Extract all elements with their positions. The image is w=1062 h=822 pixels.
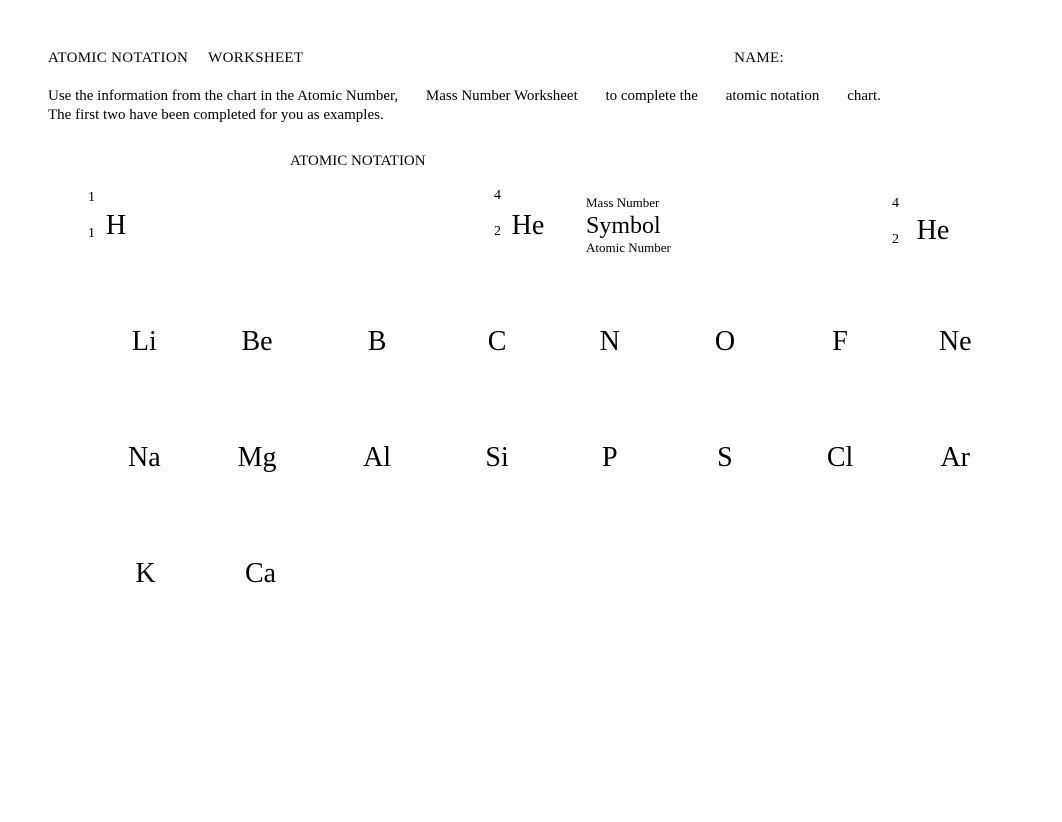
element-symbol: He (512, 210, 545, 242)
example-he: 4 2 He (488, 180, 578, 272)
instr-p4: atomic notation (726, 88, 820, 104)
element-f: F (784, 296, 897, 388)
legend-atomic: Atomic Number (586, 240, 671, 256)
atomic-number: 2 (494, 224, 501, 240)
title-part2: WORKSHEET (208, 50, 303, 66)
example-he-2: 4 2 He (888, 180, 978, 272)
element-symbol: Ne (939, 326, 972, 358)
instructions: Use the information from the chart in th… (48, 87, 1014, 125)
element-be: Be (201, 296, 314, 388)
element-cl: Cl (784, 412, 897, 504)
atomic-number: 1 (88, 226, 95, 242)
element-symbol: F (832, 326, 848, 358)
element-symbol: Na (128, 442, 161, 474)
mass-number: 4 (494, 188, 501, 204)
element-o: O (666, 296, 784, 388)
element-mg: Mg (201, 412, 314, 504)
element-row-2: Li Be B C N O F Ne (88, 296, 1014, 388)
element-c: C (441, 296, 554, 388)
element-k: K (88, 528, 203, 620)
element-symbol: Ca (245, 558, 276, 590)
element-symbol: Al (363, 442, 391, 474)
mass-number: 4 (892, 196, 899, 212)
element-p: P (553, 412, 666, 504)
element-symbol: Si (485, 442, 508, 474)
element-symbol: S (717, 442, 733, 474)
element-li: Li (88, 296, 201, 388)
mass-number: 1 (88, 190, 95, 206)
element-symbol: Li (132, 326, 157, 358)
element-row-3: Na Mg Al Si P S Cl Ar (88, 412, 1014, 504)
element-al: Al (313, 412, 440, 504)
element-symbol: P (602, 442, 618, 474)
element-ar: Ar (896, 412, 1014, 504)
section-title: ATOMIC NOTATION (290, 153, 1014, 170)
element-row-4: K Ca (88, 528, 1014, 620)
element-symbol: Be (241, 326, 272, 358)
element-symbol: C (488, 326, 507, 358)
notation-legend: Mass Number Symbol Atomic Number (578, 180, 738, 272)
element-si: Si (441, 412, 554, 504)
atomic-number: 2 (892, 232, 899, 248)
element-ca: Ca (203, 528, 318, 620)
instr-p3: to complete the (605, 88, 697, 104)
element-symbol: H (106, 210, 126, 242)
element-symbol: Mg (238, 442, 277, 474)
worksheet-header: ATOMIC NOTATION WORKSHEET NAME: (48, 50, 1014, 67)
name-label: NAME: (734, 50, 784, 67)
instr-p2: Mass Number Worksheet (426, 88, 578, 104)
element-na: Na (88, 412, 201, 504)
element-symbol: N (600, 326, 620, 358)
element-b: B (313, 296, 440, 388)
element-n: N (553, 296, 666, 388)
instr-p1: Use the information from the chart in th… (48, 88, 398, 104)
element-symbol: B (368, 326, 387, 358)
legend-symbol: Symbol (586, 213, 661, 240)
example-row: 1 1 H 4 2 He Mass Number Symbol Atomic N… (78, 180, 1014, 272)
title-part1: ATOMIC NOTATION (48, 50, 188, 66)
example-h: 1 1 H (78, 180, 178, 272)
element-symbol: Cl (827, 442, 853, 474)
worksheet-title: ATOMIC NOTATION WORKSHEET (48, 50, 303, 67)
element-symbol: Ar (940, 442, 970, 474)
legend-mass: Mass Number (586, 195, 659, 211)
element-symbol: O (715, 326, 735, 358)
instr-p5: chart. (847, 88, 881, 104)
element-symbol: He (917, 215, 950, 247)
element-ne: Ne (896, 296, 1014, 388)
element-symbol: K (135, 558, 155, 590)
instr-line2: The first two have been completed for yo… (48, 107, 384, 123)
element-s: S (666, 412, 784, 504)
